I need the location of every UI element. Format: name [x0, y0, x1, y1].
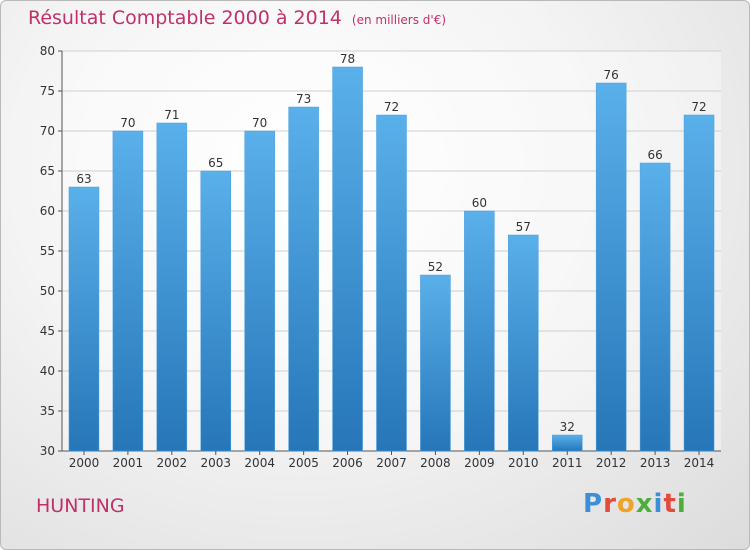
x-tick-label-2005: 2005: [288, 456, 319, 470]
y-tick-label: 50: [40, 284, 55, 298]
bar-2005: [288, 106, 319, 452]
x-tick-label-2007: 2007: [376, 456, 407, 470]
x-tick-label-2000: 2000: [69, 456, 100, 470]
y-tick-label: 80: [40, 44, 55, 58]
data-label-2005: 73: [296, 92, 311, 106]
bar-2012: [595, 82, 627, 452]
x-tick-label-2012: 2012: [596, 456, 627, 470]
data-label-2004: 70: [252, 116, 267, 130]
y-tick-label: 75: [40, 84, 55, 98]
bar-2006: [332, 66, 363, 452]
x-tick-label-2002: 2002: [157, 456, 188, 470]
x-tick-label-2011: 2011: [552, 456, 583, 470]
data-label-2006: 78: [340, 52, 355, 66]
data-label-2011: 32: [560, 420, 575, 434]
y-tick-label: 30: [40, 444, 55, 458]
x-tick-label-2014: 2014: [684, 456, 715, 470]
bar-2008: [420, 274, 451, 452]
proxiti-logo: Proxiti: [583, 489, 687, 519]
data-label-2014: 72: [691, 100, 706, 114]
y-tick-label: 40: [40, 364, 55, 378]
bar-2007: [376, 114, 407, 452]
data-label-2003: 65: [208, 156, 223, 170]
data-label-2007: 72: [384, 100, 399, 114]
bar-2003: [200, 170, 232, 452]
bar-2011: [551, 434, 583, 452]
bar-2004: [244, 130, 275, 452]
x-tick-label-2010: 2010: [508, 456, 539, 470]
y-tick-label: 60: [40, 204, 55, 218]
x-tick-label-2006: 2006: [332, 456, 363, 470]
y-tick-label: 35: [40, 404, 55, 418]
bar-2001: [112, 130, 144, 452]
place-name: HUNTING: [36, 495, 125, 517]
data-label-2009: 60: [472, 196, 487, 210]
bar-2000: [68, 186, 100, 452]
bar-2009: [464, 210, 495, 452]
x-tick-label-2009: 2009: [464, 456, 495, 470]
data-label-2001: 70: [120, 116, 135, 130]
data-label-2012: 76: [604, 68, 619, 82]
data-label-2008: 52: [428, 260, 443, 274]
x-tick-label-2001: 2001: [113, 456, 144, 470]
x-tick-label-2003: 2003: [200, 456, 231, 470]
x-tick-label-2013: 2013: [640, 456, 671, 470]
x-tick-label-2008: 2008: [420, 456, 451, 470]
data-label-2002: 71: [164, 108, 179, 122]
bar-2013: [639, 162, 671, 452]
data-label-2000: 63: [76, 172, 91, 186]
y-tick-label: 55: [40, 244, 55, 258]
y-tick-label: 70: [40, 124, 55, 138]
y-tick-label: 65: [40, 164, 55, 178]
chart-subtitle: (en milliers d'€): [351, 13, 447, 27]
y-tick-label: 45: [40, 324, 55, 338]
bar-2010: [508, 234, 539, 452]
title-text: Résultat Comptable 2000 à 2014: [28, 7, 342, 29]
data-label-2013: 66: [647, 148, 662, 162]
bar-2014: [683, 114, 715, 452]
bar-2002: [156, 122, 188, 452]
chart-title: Résultat Comptable 2000 à 2014 (en millie…: [28, 7, 446, 29]
data-label-2010: 57: [516, 220, 531, 234]
x-tick-label-2004: 2004: [244, 456, 275, 470]
